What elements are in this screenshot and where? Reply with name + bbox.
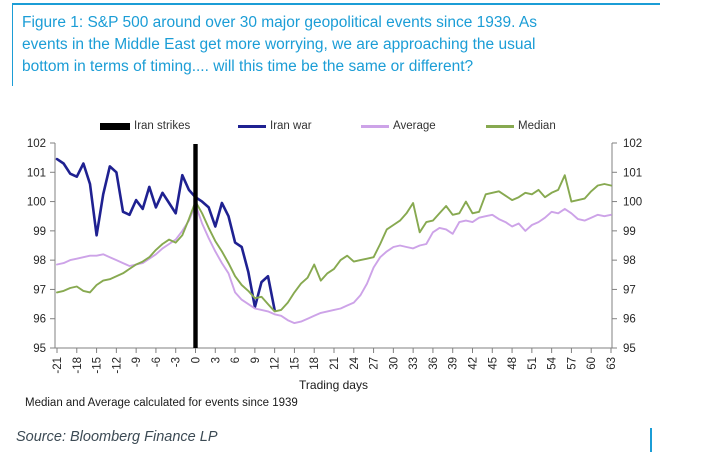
median-swatch xyxy=(486,124,514,128)
svg-text:45: 45 xyxy=(487,357,499,370)
svg-text:101: 101 xyxy=(27,167,46,179)
iran-war-swatch xyxy=(238,124,266,128)
svg-text:-21: -21 xyxy=(52,357,64,374)
svg-text:97: 97 xyxy=(33,284,46,296)
svg-text:63: 63 xyxy=(606,357,618,370)
svg-text:95: 95 xyxy=(33,343,46,355)
svg-text:102: 102 xyxy=(623,138,642,150)
legend-item-iran-war: Iran war xyxy=(238,118,312,134)
svg-text:100: 100 xyxy=(623,197,642,209)
svg-text:33: 33 xyxy=(408,357,420,370)
svg-text:95: 95 xyxy=(623,343,636,355)
svg-text:21: 21 xyxy=(329,357,341,370)
svg-text:-9: -9 xyxy=(131,357,143,367)
svg-text:42: 42 xyxy=(468,357,480,370)
svg-text:-3: -3 xyxy=(171,357,183,367)
figure-title-block: Figure 1: S&P 500 around over 30 major g… xyxy=(12,3,660,86)
svg-text:0: 0 xyxy=(191,357,203,363)
svg-text:-12: -12 xyxy=(111,357,123,374)
svg-text:97: 97 xyxy=(623,284,636,296)
svg-text:3: 3 xyxy=(210,357,222,363)
svg-text:98: 98 xyxy=(33,255,46,267)
svg-text:15: 15 xyxy=(289,357,301,370)
svg-text:99: 99 xyxy=(623,226,636,238)
figure-title-line-2: events in the Middle East get more worry… xyxy=(22,36,536,53)
svg-text:6: 6 xyxy=(230,357,242,363)
legend-label-median: Median xyxy=(518,120,556,132)
legend-label-iran-strikes: Iran strikes xyxy=(134,120,191,132)
source-line: Source: Bloomberg Finance LP xyxy=(16,429,218,445)
legend-item-iran-strikes: Iran strikes xyxy=(100,118,190,134)
svg-text:12: 12 xyxy=(270,357,282,370)
svg-text:101: 101 xyxy=(623,167,642,179)
svg-text:-15: -15 xyxy=(92,357,104,374)
svg-text:57: 57 xyxy=(566,357,578,370)
legend-item-median: Median xyxy=(486,118,556,134)
svg-text:51: 51 xyxy=(527,357,539,370)
svg-text:18: 18 xyxy=(309,357,321,370)
svg-text:96: 96 xyxy=(33,314,46,326)
svg-text:36: 36 xyxy=(428,357,440,370)
figure-title-line-1: Figure 1: S&P 500 around over 30 major g… xyxy=(22,14,537,31)
legend-label-average: Average xyxy=(393,120,436,132)
svg-text:Trading days: Trading days xyxy=(299,378,368,392)
svg-text:48: 48 xyxy=(507,357,519,370)
svg-text:-18: -18 xyxy=(72,357,84,374)
iran-strikes-swatch xyxy=(100,122,130,130)
chart-footnote: Median and Average calculated for events… xyxy=(25,397,298,409)
svg-text:30: 30 xyxy=(388,357,400,370)
corner-accent-mark xyxy=(650,428,652,452)
average-swatch xyxy=(361,124,389,128)
svg-text:102: 102 xyxy=(27,138,46,150)
svg-text:-6: -6 xyxy=(151,357,163,367)
svg-text:27: 27 xyxy=(369,357,381,370)
chart-legend: Iran strikes Iran war Average Median xyxy=(0,118,718,136)
svg-text:96: 96 xyxy=(623,314,636,326)
figure-title-line-3: bottom in terms of timing.... will this … xyxy=(22,58,474,75)
svg-text:100: 100 xyxy=(27,197,46,209)
svg-text:98: 98 xyxy=(623,255,636,267)
svg-text:99: 99 xyxy=(33,226,46,238)
svg-text:60: 60 xyxy=(586,357,598,370)
legend-item-average: Average xyxy=(361,118,436,134)
svg-text:9: 9 xyxy=(250,357,262,363)
svg-text:54: 54 xyxy=(547,356,559,369)
svg-text:39: 39 xyxy=(448,357,460,370)
legend-label-iran-war: Iran war xyxy=(270,120,312,132)
svg-text:24: 24 xyxy=(349,356,361,369)
